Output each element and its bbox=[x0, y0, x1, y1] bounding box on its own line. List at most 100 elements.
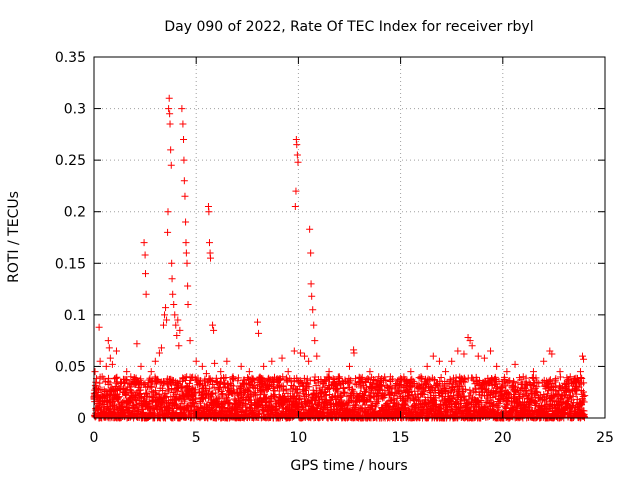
data-point bbox=[147, 368, 155, 376]
band-point bbox=[103, 404, 111, 412]
data-point bbox=[169, 290, 177, 298]
data-point bbox=[165, 94, 173, 102]
data-point bbox=[556, 368, 564, 376]
data-point bbox=[171, 311, 179, 319]
x-tick-label: 0 bbox=[90, 430, 99, 446]
chart-title: Day 090 of 2022, Rate Of TEC Index for r… bbox=[164, 19, 533, 35]
data-point bbox=[255, 329, 263, 337]
band-point bbox=[447, 402, 455, 410]
data-point bbox=[91, 368, 99, 376]
band-point bbox=[169, 405, 177, 413]
band-point bbox=[206, 385, 214, 393]
x-tick-label: 20 bbox=[494, 430, 512, 446]
data-point bbox=[162, 304, 170, 312]
data-point bbox=[94, 388, 102, 396]
band-point bbox=[548, 396, 556, 404]
band-point bbox=[581, 392, 589, 400]
data-point bbox=[346, 362, 353, 370]
y-tick-label: 0.15 bbox=[55, 256, 86, 272]
data-point bbox=[142, 290, 150, 298]
band-point bbox=[296, 394, 304, 402]
data-point bbox=[417, 373, 425, 381]
band-point bbox=[461, 385, 469, 393]
data-point bbox=[178, 105, 186, 113]
data-point bbox=[350, 349, 358, 357]
band-point bbox=[532, 387, 540, 395]
data-point bbox=[223, 357, 231, 365]
band-point bbox=[250, 390, 258, 398]
band-point bbox=[350, 389, 358, 397]
data-point bbox=[142, 270, 150, 278]
data-point bbox=[308, 292, 316, 300]
band-point bbox=[104, 380, 112, 388]
x-tick-label: 10 bbox=[289, 430, 307, 446]
band-point bbox=[186, 379, 194, 387]
band-point bbox=[288, 382, 296, 390]
data-point bbox=[229, 373, 237, 381]
y-tick-label: 0.35 bbox=[55, 50, 86, 66]
data-point bbox=[140, 239, 148, 247]
data-point bbox=[207, 254, 215, 262]
band-point bbox=[105, 374, 113, 382]
band-point bbox=[106, 379, 114, 387]
band-point bbox=[547, 397, 555, 405]
band-point bbox=[205, 375, 213, 383]
data-point bbox=[540, 357, 548, 365]
y-tick-label: 0.05 bbox=[55, 359, 86, 375]
data-point bbox=[335, 373, 343, 381]
data-point bbox=[133, 340, 141, 348]
band-point bbox=[232, 405, 240, 413]
data-point bbox=[217, 368, 225, 376]
band-point bbox=[322, 392, 330, 400]
band-point bbox=[397, 388, 405, 396]
data-point bbox=[460, 350, 468, 358]
data-point bbox=[579, 352, 587, 360]
data-point bbox=[294, 158, 302, 166]
band-point bbox=[172, 396, 180, 404]
band-point bbox=[520, 390, 528, 398]
band-point bbox=[114, 394, 122, 402]
data-point bbox=[474, 352, 482, 360]
band-point bbox=[271, 398, 279, 406]
band-point bbox=[128, 388, 136, 396]
band-point bbox=[477, 396, 485, 404]
band-point bbox=[305, 383, 313, 391]
band-point bbox=[504, 401, 512, 409]
data-point bbox=[123, 368, 131, 376]
data-point bbox=[566, 373, 574, 381]
data-point bbox=[181, 192, 189, 200]
band-point bbox=[261, 390, 269, 398]
band-point bbox=[373, 377, 381, 385]
data-point bbox=[95, 323, 103, 331]
data-point bbox=[172, 321, 180, 329]
band-point bbox=[255, 410, 263, 418]
band-point bbox=[351, 375, 359, 383]
data-point bbox=[301, 352, 309, 360]
band-point bbox=[153, 375, 161, 383]
data-point bbox=[96, 357, 104, 365]
data-points bbox=[90, 94, 589, 422]
band-point bbox=[515, 393, 523, 401]
data-point bbox=[423, 362, 431, 370]
band-point bbox=[115, 393, 123, 401]
band-point bbox=[152, 387, 160, 395]
band-point bbox=[387, 388, 395, 396]
band-point bbox=[317, 390, 325, 398]
x-tick-label: 15 bbox=[392, 430, 410, 446]
band-point bbox=[496, 397, 504, 405]
band-point bbox=[225, 399, 233, 407]
x-axis-label: GPS time / hours bbox=[290, 458, 407, 474]
data-point bbox=[167, 146, 175, 154]
data-point bbox=[480, 354, 488, 362]
data-point bbox=[155, 349, 163, 357]
band-point bbox=[279, 373, 287, 381]
band-point bbox=[578, 374, 586, 382]
band-point bbox=[514, 379, 522, 387]
data-point bbox=[293, 141, 301, 149]
data-point bbox=[137, 362, 145, 370]
data-point bbox=[98, 373, 106, 381]
data-point bbox=[180, 177, 188, 185]
data-point bbox=[260, 362, 268, 370]
y-tick-label: 0 bbox=[77, 411, 86, 427]
band-point bbox=[580, 407, 588, 415]
